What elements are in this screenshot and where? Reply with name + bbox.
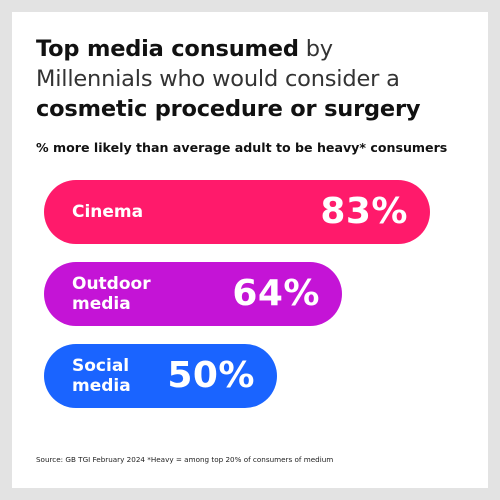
title-bold-2: cosmetic procedure or surgery xyxy=(36,96,421,122)
bar-cinema: Cinema 83% xyxy=(44,180,430,244)
title-bold-1: Top media consumed xyxy=(36,36,299,62)
bar-social-media: Social media 50% xyxy=(44,344,277,408)
title-light-2: Millennials who would consider a xyxy=(36,66,400,92)
source-note: Source: GB TGI February 2024 *Heavy = am… xyxy=(36,455,334,464)
bar-value-label: 50% xyxy=(167,355,255,396)
chart-title: Top media consumed by Millennials who wo… xyxy=(36,34,476,124)
bar-outdoor-media: Outdoor media 64% xyxy=(44,262,342,326)
bar-value-label: 64% xyxy=(232,273,320,314)
bar-value-label: 83% xyxy=(320,191,408,232)
bar-label: Outdoor media xyxy=(72,274,151,314)
infographic-card: Top media consumed by Millennials who wo… xyxy=(12,12,488,488)
chart-subtitle: % more likely than average adult to be h… xyxy=(36,140,448,155)
bar-label: Cinema xyxy=(72,202,144,222)
bar-label: Social media xyxy=(72,356,131,396)
title-light-1: by xyxy=(305,36,333,62)
